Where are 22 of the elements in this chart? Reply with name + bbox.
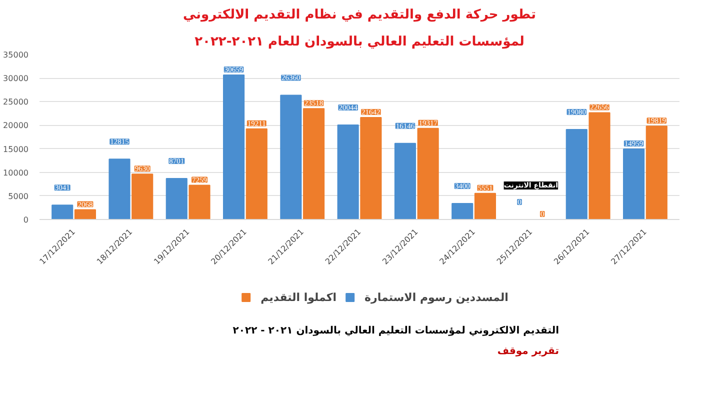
chart-subtitle: لمؤسسات التعليم العالي بالسودان للعام ٢٠٢١-٢٠٢٢: [194, 34, 524, 50]
y-tick-label: 35000: [3, 50, 29, 60]
y-tick-label: 5000: [8, 192, 28, 201]
text: تقرير موقف: [497, 346, 560, 358]
y-tick-label: 0: [23, 216, 29, 224]
text: التقديم الالكتروني لمؤسسات التعليم العالي بالسودان ٢٠٢١ - ٢٠٢٢: [232, 326, 560, 337]
y-tick-label: 25000: [3, 98, 29, 107]
y-tick-label: 10000: [3, 168, 29, 178]
chart-title: تطور حركة الدفع والتقديم في نظام التقديم الالكتروني: [183, 8, 536, 22]
legend-label: اكملوا التقديم: [260, 290, 337, 304]
legend-label: المسددين رسوم الاستمارة: [364, 290, 508, 304]
bar: [566, 129, 588, 220]
bar: [337, 124, 359, 220]
bar: [52, 204, 74, 220]
bar: [166, 178, 188, 220]
bar: [394, 142, 416, 220]
y-tick-label: 15000: [3, 144, 29, 154]
bar: [108, 158, 130, 220]
y-tick-label: 30000: [3, 74, 29, 84]
y-tick-label: 20000: [3, 121, 29, 130]
bar: [280, 94, 302, 220]
bar: [452, 202, 474, 220]
